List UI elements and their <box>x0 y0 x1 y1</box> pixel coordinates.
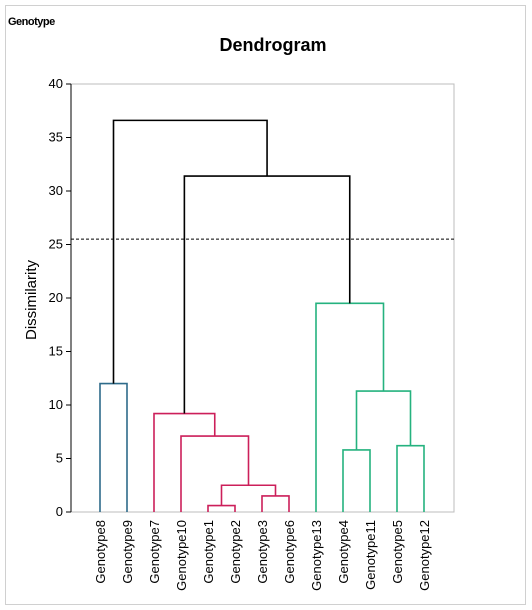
leaf-label: Genotype9 <box>120 520 135 584</box>
y-tick-label: 5 <box>56 451 63 466</box>
leaf-label: Genotype7 <box>147 520 162 584</box>
leaf-label: Genotype1 <box>201 520 216 584</box>
leaf-label: Genotype10 <box>174 520 189 591</box>
dendrogram-link <box>396 444 425 512</box>
y-tick-label: 40 <box>49 76 63 91</box>
chart-title: Dendrogram <box>219 35 326 55</box>
corner-label: Genotype <box>8 16 55 28</box>
dendrogram-link <box>342 449 371 512</box>
dendrogram-link <box>153 412 216 512</box>
y-tick-label: 25 <box>49 237 63 252</box>
y-tick-label: 0 <box>56 504 63 519</box>
y-tick-label: 20 <box>49 290 63 305</box>
dendrogram-link <box>180 435 250 512</box>
y-tick-label: 30 <box>49 183 63 198</box>
y-axis-label: Dissimilarity <box>23 260 40 340</box>
dendrogram-link <box>183 175 351 414</box>
y-tick-label: 35 <box>49 130 63 145</box>
dendrogram-link <box>112 119 268 384</box>
leaf-label: Genotype4 <box>336 520 351 584</box>
leaf-label: Genotype12 <box>417 520 432 591</box>
leaf-label: Genotype8 <box>93 520 108 584</box>
leaf-label: Genotype2 <box>228 520 243 584</box>
dendrogram-link <box>207 504 236 512</box>
dendrogram-link <box>315 302 385 512</box>
leaf-label: Genotype5 <box>390 520 405 584</box>
chart-frame <box>5 5 526 605</box>
y-tick-label: 15 <box>49 344 63 359</box>
leaf-label: Genotype6 <box>282 520 297 584</box>
dendrogram-link <box>99 382 128 512</box>
dendrogram-link <box>355 390 412 450</box>
dendrogram-link <box>261 495 290 512</box>
leaf-label: Genotype13 <box>309 520 324 591</box>
leaf-label: Genotype3 <box>255 520 270 584</box>
y-tick-label: 10 <box>49 397 63 412</box>
leaf-label: Genotype11 <box>363 520 378 590</box>
